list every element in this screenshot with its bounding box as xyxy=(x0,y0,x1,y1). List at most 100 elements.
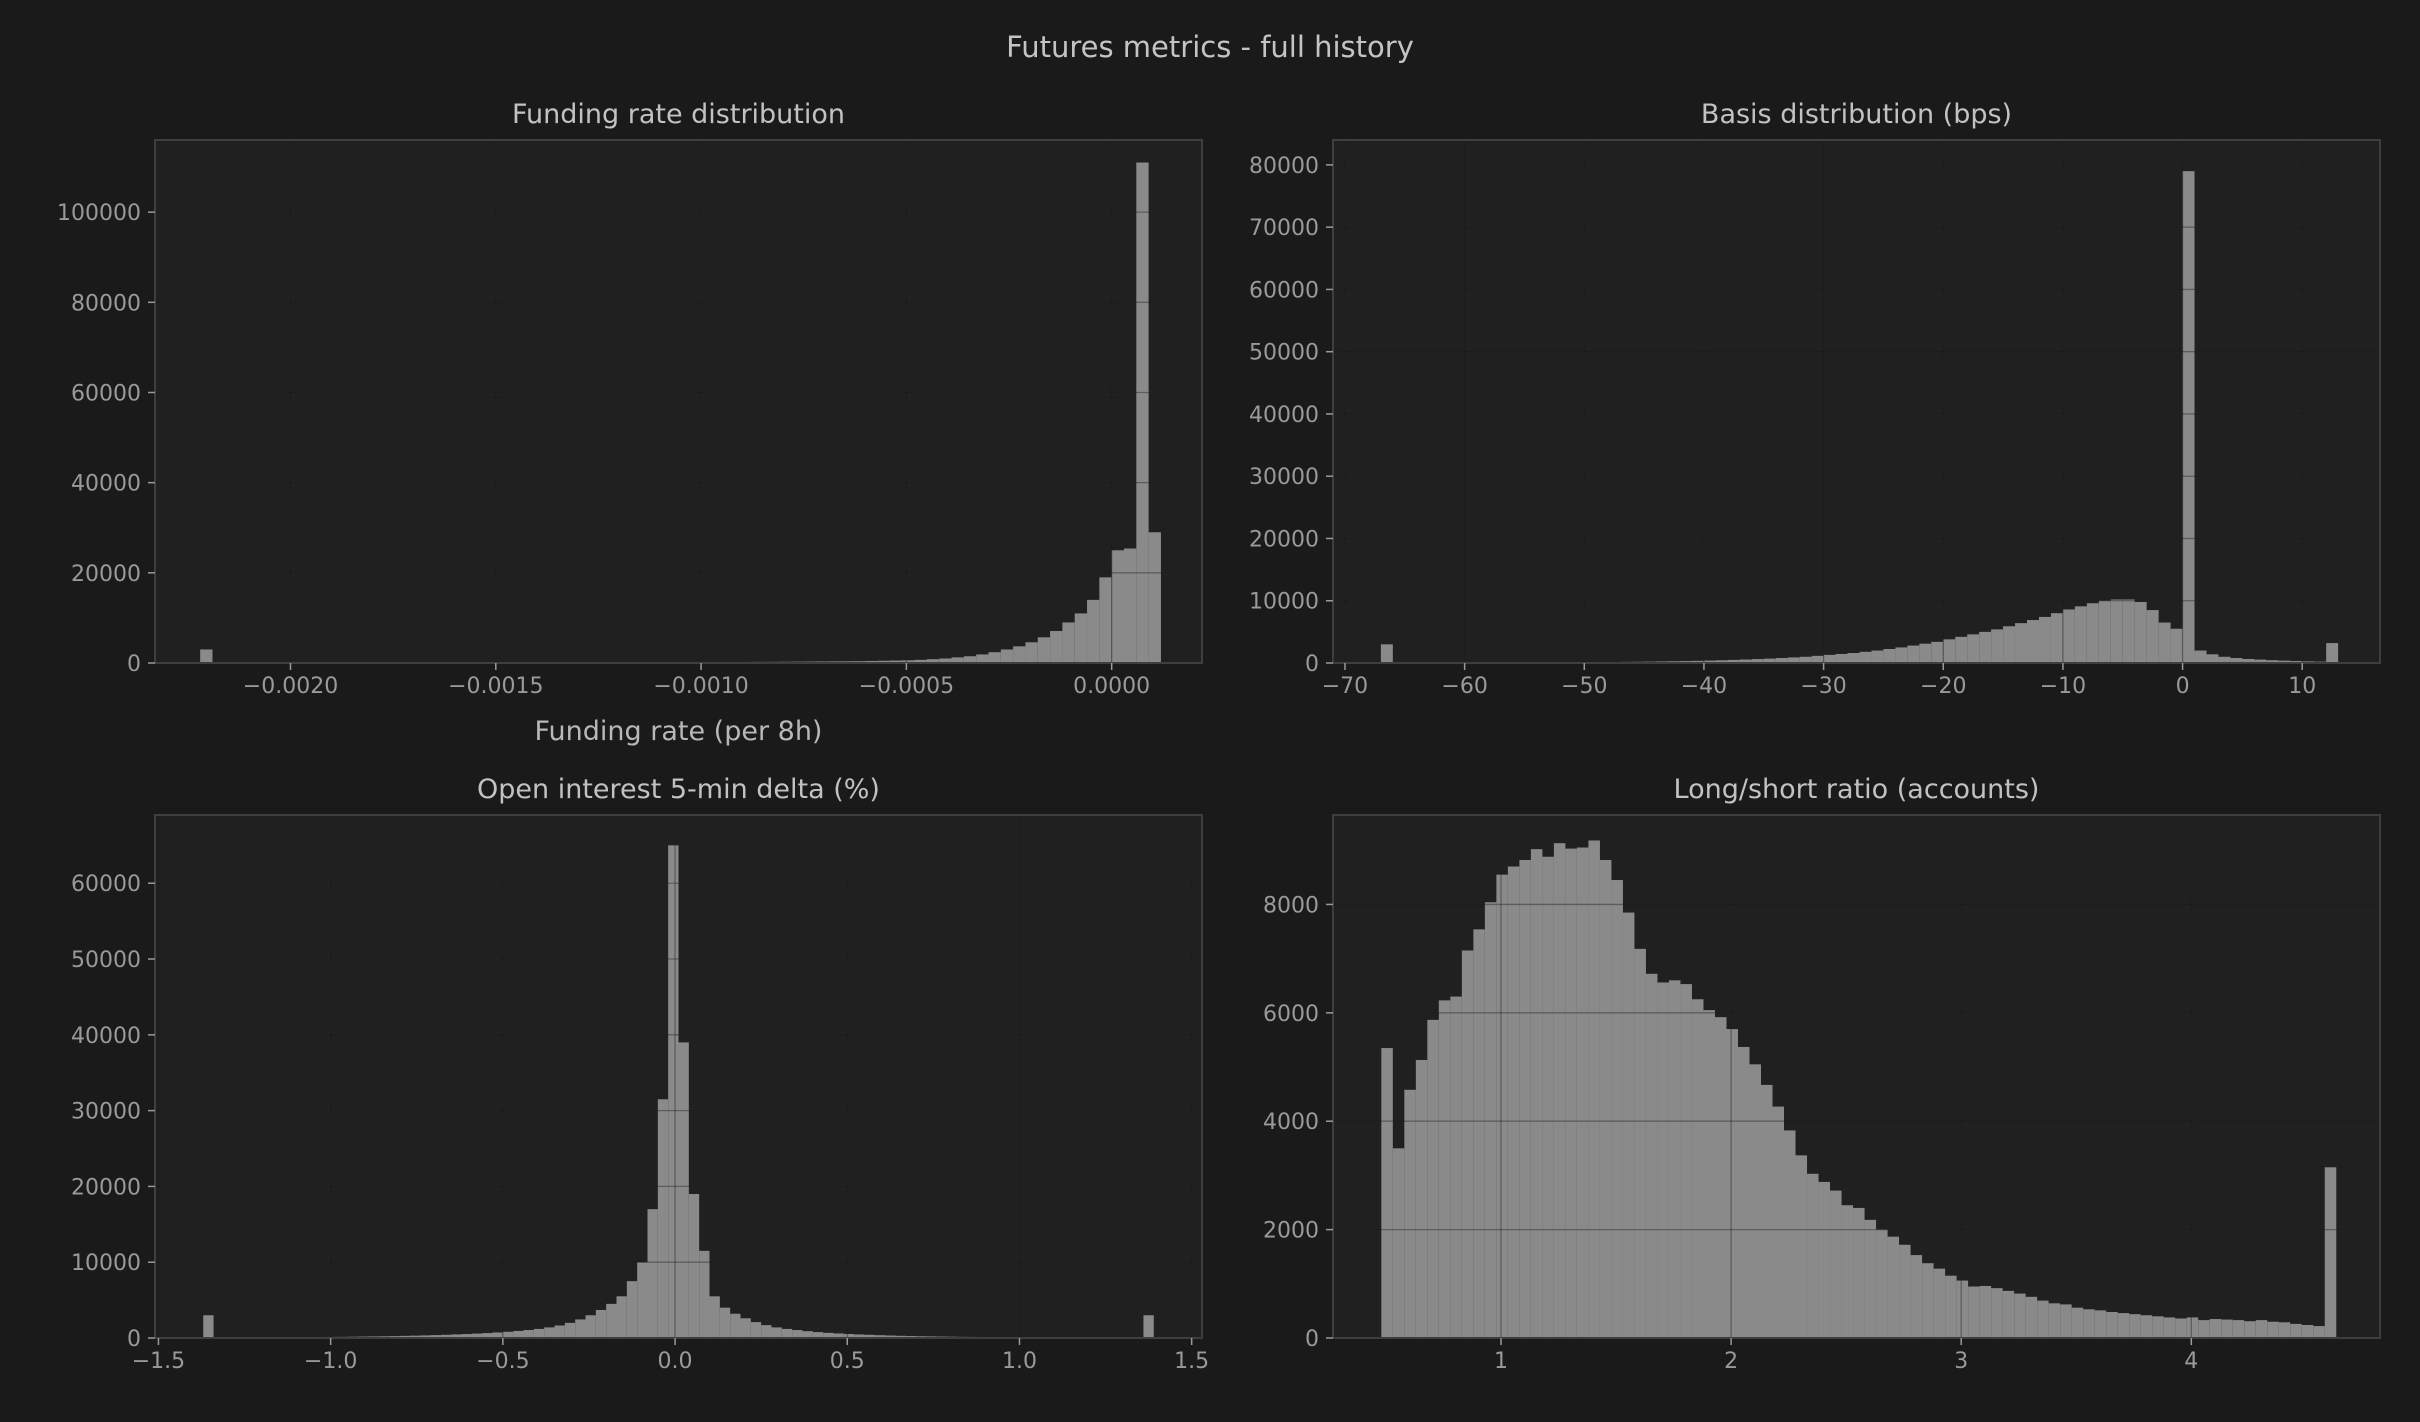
histogram-bar xyxy=(1955,636,1968,663)
histogram-bar xyxy=(482,1333,493,1338)
histogram-bar xyxy=(2278,1322,2291,1338)
x-tick-label: −60 xyxy=(1441,674,1487,699)
histogram-bar xyxy=(1876,1229,1888,1338)
histogram-bar xyxy=(1461,950,1474,1338)
histogram-bar xyxy=(1148,532,1161,663)
histogram-bar xyxy=(1847,653,1860,663)
y-tick-label: 6000 xyxy=(1263,1002,1319,1027)
x-tick-label: 10 xyxy=(2288,674,2316,699)
axes-frame xyxy=(154,814,1203,1339)
histogram-bar xyxy=(1611,880,1623,1338)
histogram-bar xyxy=(750,1322,762,1338)
histogram-bar xyxy=(1657,982,1669,1338)
histogram-bar xyxy=(1715,660,1728,663)
histogram-bar xyxy=(1507,866,1520,1338)
y-tick-label: 100000 xyxy=(57,201,141,226)
histogram-bar xyxy=(1645,973,1658,1338)
histogram-bar xyxy=(1381,1048,1393,1338)
histogram-bar xyxy=(2002,1290,2015,1338)
histogram-bar xyxy=(1025,642,1038,663)
histogram-bar xyxy=(2071,1307,2084,1338)
histogram-bar xyxy=(203,1315,214,1338)
histogram-bar xyxy=(1123,548,1137,663)
histogram-bar xyxy=(2158,622,2171,663)
x-tick-label: −0.0015 xyxy=(448,674,543,699)
histogram-bar xyxy=(461,1334,472,1338)
histogram-bar xyxy=(1037,637,1051,663)
x-tick-label: 0.0 xyxy=(658,1349,693,1374)
histogram-bar xyxy=(1622,912,1635,1338)
histogram-bar xyxy=(2098,600,2111,663)
x-tick-label: 3 xyxy=(1954,1349,1968,1374)
y-tick-label: 4000 xyxy=(1263,1110,1319,1135)
histogram-bar xyxy=(1726,1029,1738,1338)
histogram-bar xyxy=(2074,606,2087,663)
histogram-bar xyxy=(1919,643,1932,663)
histogram-bar xyxy=(1895,647,1908,663)
histogram-bar xyxy=(1588,840,1600,1338)
histogram-bar xyxy=(564,1322,576,1338)
histogram-bar xyxy=(2106,1311,2118,1338)
axes-frame xyxy=(1332,814,2381,1339)
histogram-bar xyxy=(2242,658,2255,663)
histogram-bar xyxy=(2048,1303,2061,1338)
histogram-bar xyxy=(1484,902,1497,1338)
x-tick-label: 1.5 xyxy=(1174,1349,1209,1374)
histogram-bar xyxy=(616,1296,627,1338)
histogram-bar xyxy=(1737,1046,1750,1338)
subplot-title: Open interest 5-min delta (%) xyxy=(477,774,880,805)
histogram-bar xyxy=(2244,1321,2256,1338)
histogram-bar xyxy=(2152,1316,2164,1338)
histogram-bar xyxy=(1473,929,1485,1338)
histogram-bar xyxy=(2170,628,2183,663)
histogram-bar xyxy=(200,649,213,663)
histogram-bar xyxy=(1979,631,1992,663)
histogram-bar xyxy=(2218,656,2231,663)
histogram-bar xyxy=(1565,848,1577,1338)
histogram-bar xyxy=(585,1315,596,1338)
histogram-bar xyxy=(2255,1320,2268,1338)
histogram-bar xyxy=(513,1330,524,1338)
histogram-bar xyxy=(2038,616,2051,663)
histogram-bar xyxy=(2278,660,2291,663)
histogram-bar xyxy=(1000,649,1014,663)
y-tick-label: 0 xyxy=(1305,652,1319,677)
histogram-bar xyxy=(1450,996,1462,1338)
figure-title: Futures metrics - full history xyxy=(1006,30,1414,64)
histogram-bar xyxy=(1519,859,1531,1338)
x-tick-label: −30 xyxy=(1800,674,1846,699)
histogram-bar xyxy=(730,1313,741,1338)
y-tick-label: 40000 xyxy=(71,472,141,497)
histogram-bar xyxy=(533,1328,545,1338)
x-tick-label: 1 xyxy=(1494,1349,1508,1374)
x-tick-label: −20 xyxy=(1920,674,1966,699)
histogram-bar xyxy=(637,1262,648,1338)
y-tick-label: 2000 xyxy=(1263,1219,1319,1244)
histogram-bar xyxy=(2060,1304,2072,1338)
histogram-bar xyxy=(2140,1315,2153,1338)
subplot-title: Funding rate distribution xyxy=(512,99,845,130)
y-tick-label: 10000 xyxy=(1249,590,1319,615)
x-tick-label: 0.0000 xyxy=(1073,674,1150,699)
histogram-bar xyxy=(409,1335,421,1338)
histogram-bar xyxy=(2163,1317,2176,1338)
histogram-bar xyxy=(1841,1205,1854,1338)
x-tick-label: −1.5 xyxy=(132,1349,185,1374)
histogram-bar xyxy=(1931,641,1944,663)
histogram-bar xyxy=(951,657,964,663)
histogram-bar xyxy=(1775,658,1788,663)
histogram-bar xyxy=(812,1332,824,1338)
histogram-bar xyxy=(2182,171,2195,663)
histogram-bar xyxy=(2221,1319,2233,1338)
histogram-bar xyxy=(963,656,977,663)
histogram-bar xyxy=(939,658,952,663)
x-axis-label: Funding rate (per 8h) xyxy=(535,716,823,747)
histogram-bar xyxy=(420,1335,431,1338)
histogram-bar xyxy=(914,659,927,663)
histogram-bar xyxy=(1871,650,1884,663)
histogram-bar xyxy=(1530,849,1543,1338)
histogram-bar xyxy=(2146,610,2159,663)
histogram-bar xyxy=(1811,655,1824,663)
histogram-bar xyxy=(1427,1019,1439,1338)
histogram-bar xyxy=(854,1334,865,1338)
